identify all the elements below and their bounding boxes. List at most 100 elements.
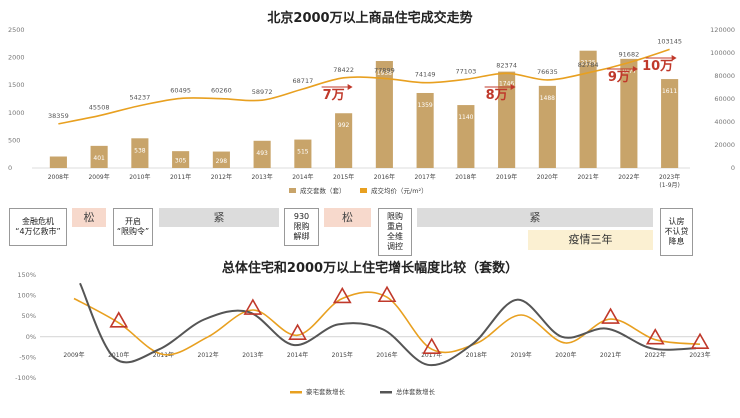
x-tick-2: 2016年 xyxy=(376,351,397,359)
triangle-marker xyxy=(645,328,665,345)
policy-loose-2: 松 xyxy=(324,208,371,227)
triangle-marker xyxy=(422,337,442,354)
y-right-tick: 0 xyxy=(731,164,735,172)
bar xyxy=(172,151,190,168)
bar-label: 1746 xyxy=(499,81,514,88)
x-tick: 2019年 xyxy=(496,173,517,181)
policy-loose-1: 松 xyxy=(72,208,106,227)
price-label: 60260 xyxy=(211,87,232,95)
bar xyxy=(375,61,393,168)
y-right-tick: 80000 xyxy=(714,72,735,80)
x-tick-2: 2017年 xyxy=(421,351,442,359)
x-tick-2: 2009年 xyxy=(63,351,84,359)
milestone-arrowhead xyxy=(632,66,638,72)
bar xyxy=(661,79,679,168)
y-left-tick: 500 xyxy=(8,136,20,144)
bar-label: 1488 xyxy=(540,95,555,102)
bar xyxy=(335,113,353,168)
chart-title: 北京2000万以上商品住宅成交走势 xyxy=(267,10,472,26)
bar-label: 538 xyxy=(134,147,146,154)
y-tick-2: -50% xyxy=(19,353,36,361)
bar xyxy=(416,92,434,168)
bar-label: 1611 xyxy=(662,88,677,95)
y-tick-2: -100% xyxy=(15,374,36,382)
bar-label: 1359 xyxy=(417,102,432,109)
price-label: 82784 xyxy=(578,61,599,69)
x-tick: 2021年 xyxy=(577,173,598,181)
price-milestone: 7万 xyxy=(323,88,345,103)
y-tick-2: 100% xyxy=(17,292,36,300)
x-tick-2: 2020年 xyxy=(555,351,576,359)
bar xyxy=(579,50,597,169)
x-tick-2: 2015年 xyxy=(332,351,353,359)
bar-label: 401 xyxy=(93,155,105,162)
triangle-marker xyxy=(288,323,307,340)
x-tick: 2016年 xyxy=(374,173,395,181)
bar-label: 305 xyxy=(175,158,187,165)
price-label: 60495 xyxy=(170,86,191,94)
price-label: 38359 xyxy=(48,112,69,120)
bar xyxy=(90,145,108,168)
y-left-tick: 0 xyxy=(8,164,12,172)
x-tick-2: 2022年 xyxy=(645,351,666,359)
policy-930: 930 限购 解绑 xyxy=(284,208,319,246)
price-label: 76635 xyxy=(537,68,558,76)
x-tick: 2011年 xyxy=(170,173,191,181)
x-tick-2: 2013年 xyxy=(242,351,263,359)
price-milestone: 8万 xyxy=(486,88,508,103)
bar xyxy=(498,71,516,168)
policy-reboot: 限购 重启 全维 调控 xyxy=(378,208,412,256)
y-left-tick: 1500 xyxy=(8,81,25,89)
x-tick: 2015年 xyxy=(333,173,354,181)
y-right-tick: 40000 xyxy=(714,118,735,126)
bar-label: 515 xyxy=(297,149,309,156)
y-left-tick: 1000 xyxy=(8,109,25,117)
bar-label: 208 xyxy=(53,150,65,157)
x-tick-2: 2021年 xyxy=(600,351,621,359)
triangle-marker xyxy=(332,286,352,304)
legend-label-line: 成交均价（元/m²） xyxy=(371,186,428,195)
price-label: 58972 xyxy=(252,88,273,96)
triangle-marker xyxy=(243,298,263,315)
price-label: 82374 xyxy=(496,61,517,69)
legend-swatch-bar xyxy=(289,188,296,193)
y-tick-2: 150% xyxy=(17,271,36,279)
bar xyxy=(457,105,475,168)
price-label: 103145 xyxy=(657,37,682,45)
bar xyxy=(538,85,556,168)
x-tick-2: 2014年 xyxy=(287,351,308,359)
legend-label-total: 总体套数增长 xyxy=(396,387,436,396)
bar xyxy=(131,138,149,168)
y-tick-2: 50% xyxy=(22,312,36,320)
milestone-arrowhead xyxy=(347,84,353,90)
y-right-tick: 60000 xyxy=(714,95,735,103)
milestone-arrowhead xyxy=(510,84,516,90)
legend-swatch-total xyxy=(380,391,392,394)
legend-label-bar: 成交套数（套） xyxy=(300,186,346,195)
policy-crisis: 金融危机 “4万亿救市” xyxy=(9,208,67,246)
x-tick-2: 2023年 xyxy=(689,351,710,359)
x-tick: 2023年 xyxy=(659,173,680,181)
luxury-growth-line xyxy=(73,291,701,356)
bar-label: 2125 xyxy=(580,60,595,67)
bar xyxy=(212,151,230,168)
chart-title-2: 总体住宅和2000万以上住宅增长幅度比较（套数） xyxy=(222,260,518,276)
price-label: 54237 xyxy=(130,94,151,102)
policy-tight-2: 紧 xyxy=(417,208,653,227)
price-label: 78422 xyxy=(333,66,354,74)
y-right-tick: 20000 xyxy=(714,141,735,149)
x-tick: 2014年 xyxy=(292,173,313,181)
y-left-tick: 2500 xyxy=(8,26,25,34)
bar xyxy=(253,140,271,168)
x-tick: 2012年 xyxy=(211,173,232,181)
triangle-marker xyxy=(690,332,710,350)
price-milestone: 10万 xyxy=(642,59,673,74)
x-tick-2: 2018年 xyxy=(466,351,487,359)
x-tick-2: 2019年 xyxy=(511,351,532,359)
policy-covid: 疫情三年 xyxy=(528,230,653,250)
bar-label: 992 xyxy=(338,122,350,129)
x-tick: 2020年 xyxy=(537,173,558,181)
x-tick: 2022年 xyxy=(618,173,639,181)
